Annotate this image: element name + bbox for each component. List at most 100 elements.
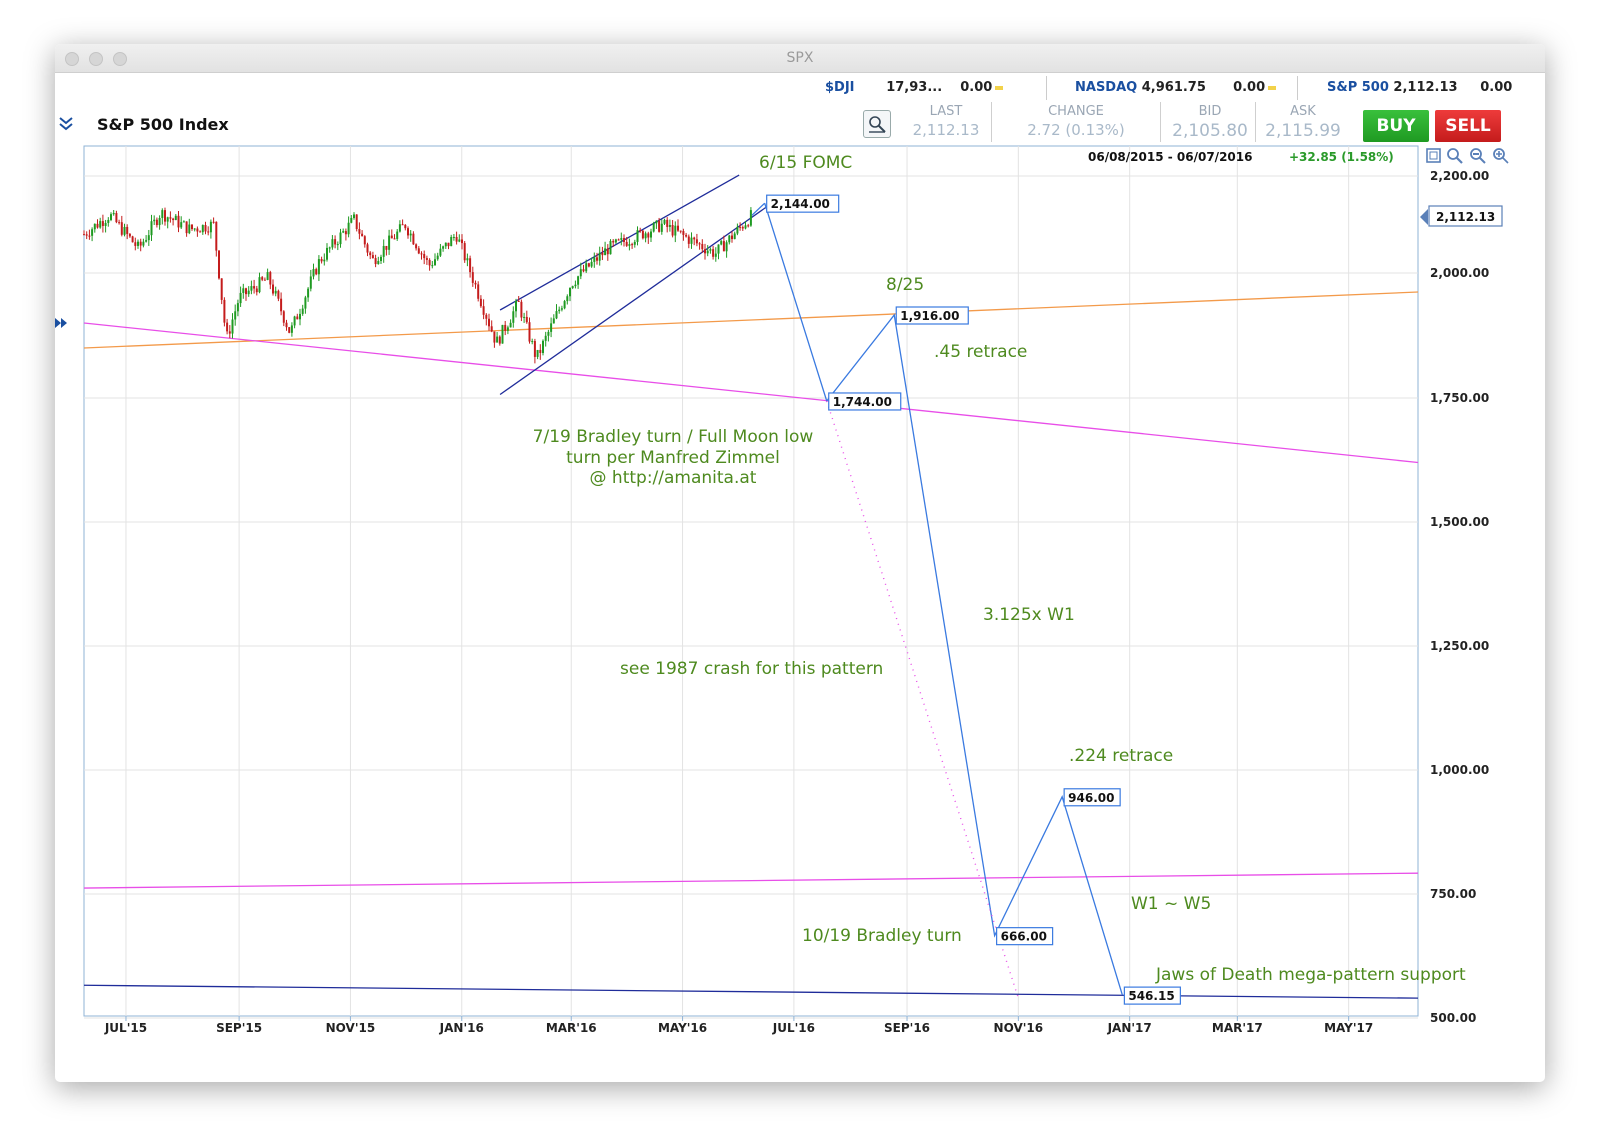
candle xyxy=(185,221,188,237)
candle xyxy=(245,287,247,301)
candle-body xyxy=(447,242,450,247)
candle xyxy=(158,215,161,230)
candle-body xyxy=(366,244,369,253)
candle-body xyxy=(334,239,337,245)
candle-body xyxy=(385,245,388,250)
candle xyxy=(396,229,399,241)
zoom-in-icon[interactable] xyxy=(1447,148,1463,164)
x-tick-label: SEP'15 xyxy=(216,1021,262,1035)
candle-body xyxy=(596,257,598,261)
candle xyxy=(515,298,517,318)
candle-body xyxy=(296,316,299,320)
candle-body xyxy=(234,311,237,320)
app-window: SPX $DJI 17,93... 0.00 NASDAQ 4,961.75 0… xyxy=(55,44,1545,1082)
candle-body xyxy=(155,219,158,226)
candle-body xyxy=(431,265,434,267)
candle-body xyxy=(344,231,347,235)
zoom-window-button[interactable] xyxy=(113,52,127,66)
candle xyxy=(309,269,312,292)
candle-body xyxy=(396,231,399,239)
candle-body xyxy=(412,233,415,245)
candle xyxy=(579,262,582,280)
candle xyxy=(401,219,404,226)
candle xyxy=(261,275,264,282)
projection-label: 2,144.00 xyxy=(771,197,830,211)
candle-body xyxy=(517,300,520,302)
ticker-dji[interactable]: $DJI 17,93... 0.00 xyxy=(825,80,1004,95)
ticker-sp500[interactable]: S&P 500 2,112.13 0.00 xyxy=(1327,80,1512,95)
minimize-window-button[interactable] xyxy=(89,52,103,66)
candle-body xyxy=(582,269,585,272)
candle xyxy=(234,304,237,326)
candle-body xyxy=(88,235,91,237)
candle-body xyxy=(641,230,644,239)
candle-body xyxy=(574,284,577,287)
candle-body xyxy=(463,243,466,261)
candle-body xyxy=(536,349,539,357)
candle-body xyxy=(374,258,377,265)
ticker-value: 17,93... xyxy=(886,80,943,95)
candle-body xyxy=(272,284,274,294)
current-price-marker: 2,112.13 xyxy=(1420,205,1503,227)
projection-lead xyxy=(751,202,766,216)
candle xyxy=(142,238,145,248)
candle xyxy=(253,279,256,294)
candle-body xyxy=(182,221,185,223)
candle xyxy=(164,207,166,226)
candle-body xyxy=(720,241,723,245)
candle xyxy=(282,310,285,327)
candle-body xyxy=(99,221,102,228)
candle xyxy=(180,216,183,230)
quote-divider xyxy=(991,102,992,142)
candle-body xyxy=(180,222,183,228)
candle-body xyxy=(382,245,385,257)
candle-body xyxy=(593,257,596,262)
candle xyxy=(725,240,728,258)
candle-body xyxy=(587,263,590,267)
candle-body xyxy=(266,272,269,280)
candle xyxy=(99,217,102,229)
candle xyxy=(326,243,328,262)
zoom-reset-icon[interactable] xyxy=(1493,148,1509,164)
candle-body xyxy=(736,226,739,234)
candle-body xyxy=(96,223,99,228)
expand-panel-icon[interactable] xyxy=(55,318,67,328)
candle xyxy=(272,279,274,296)
fit-view-icon[interactable] xyxy=(1426,148,1441,163)
candle-body xyxy=(415,244,418,249)
sell-button[interactable]: SELL xyxy=(1435,110,1501,142)
candle-body xyxy=(482,306,485,315)
candle xyxy=(334,235,337,249)
candle xyxy=(671,220,674,238)
candle xyxy=(717,244,720,260)
ticker-nasdaq[interactable]: NASDAQ 4,961.75 0.00 xyxy=(1075,80,1277,95)
candle xyxy=(134,237,137,251)
candle xyxy=(722,235,725,252)
candle xyxy=(744,221,747,230)
candle xyxy=(439,243,442,258)
candle-body xyxy=(191,224,193,229)
candle xyxy=(606,244,609,261)
window-title: SPX xyxy=(786,50,814,66)
plot-frame xyxy=(83,145,1419,1017)
candle-body xyxy=(652,223,655,232)
candle-body xyxy=(496,336,499,343)
candle xyxy=(674,221,677,243)
candle xyxy=(137,239,139,249)
collapse-chevron-icon[interactable] xyxy=(59,117,73,131)
buy-button[interactable]: BUY xyxy=(1363,110,1429,142)
chart-settings-icon[interactable] xyxy=(863,110,891,138)
candle xyxy=(425,255,428,265)
zoom-out-icon[interactable] xyxy=(1470,148,1486,164)
trendline-channel-top xyxy=(499,174,740,311)
candle-body xyxy=(631,244,634,246)
candle-body xyxy=(744,225,747,229)
close-window-button[interactable] xyxy=(65,52,79,66)
candle-body xyxy=(569,287,571,297)
candle-body xyxy=(218,250,220,279)
candle xyxy=(574,280,577,289)
candle-body xyxy=(620,238,623,240)
annotation-3125x: 3.125x W1 xyxy=(983,605,1075,625)
candle xyxy=(353,212,355,220)
